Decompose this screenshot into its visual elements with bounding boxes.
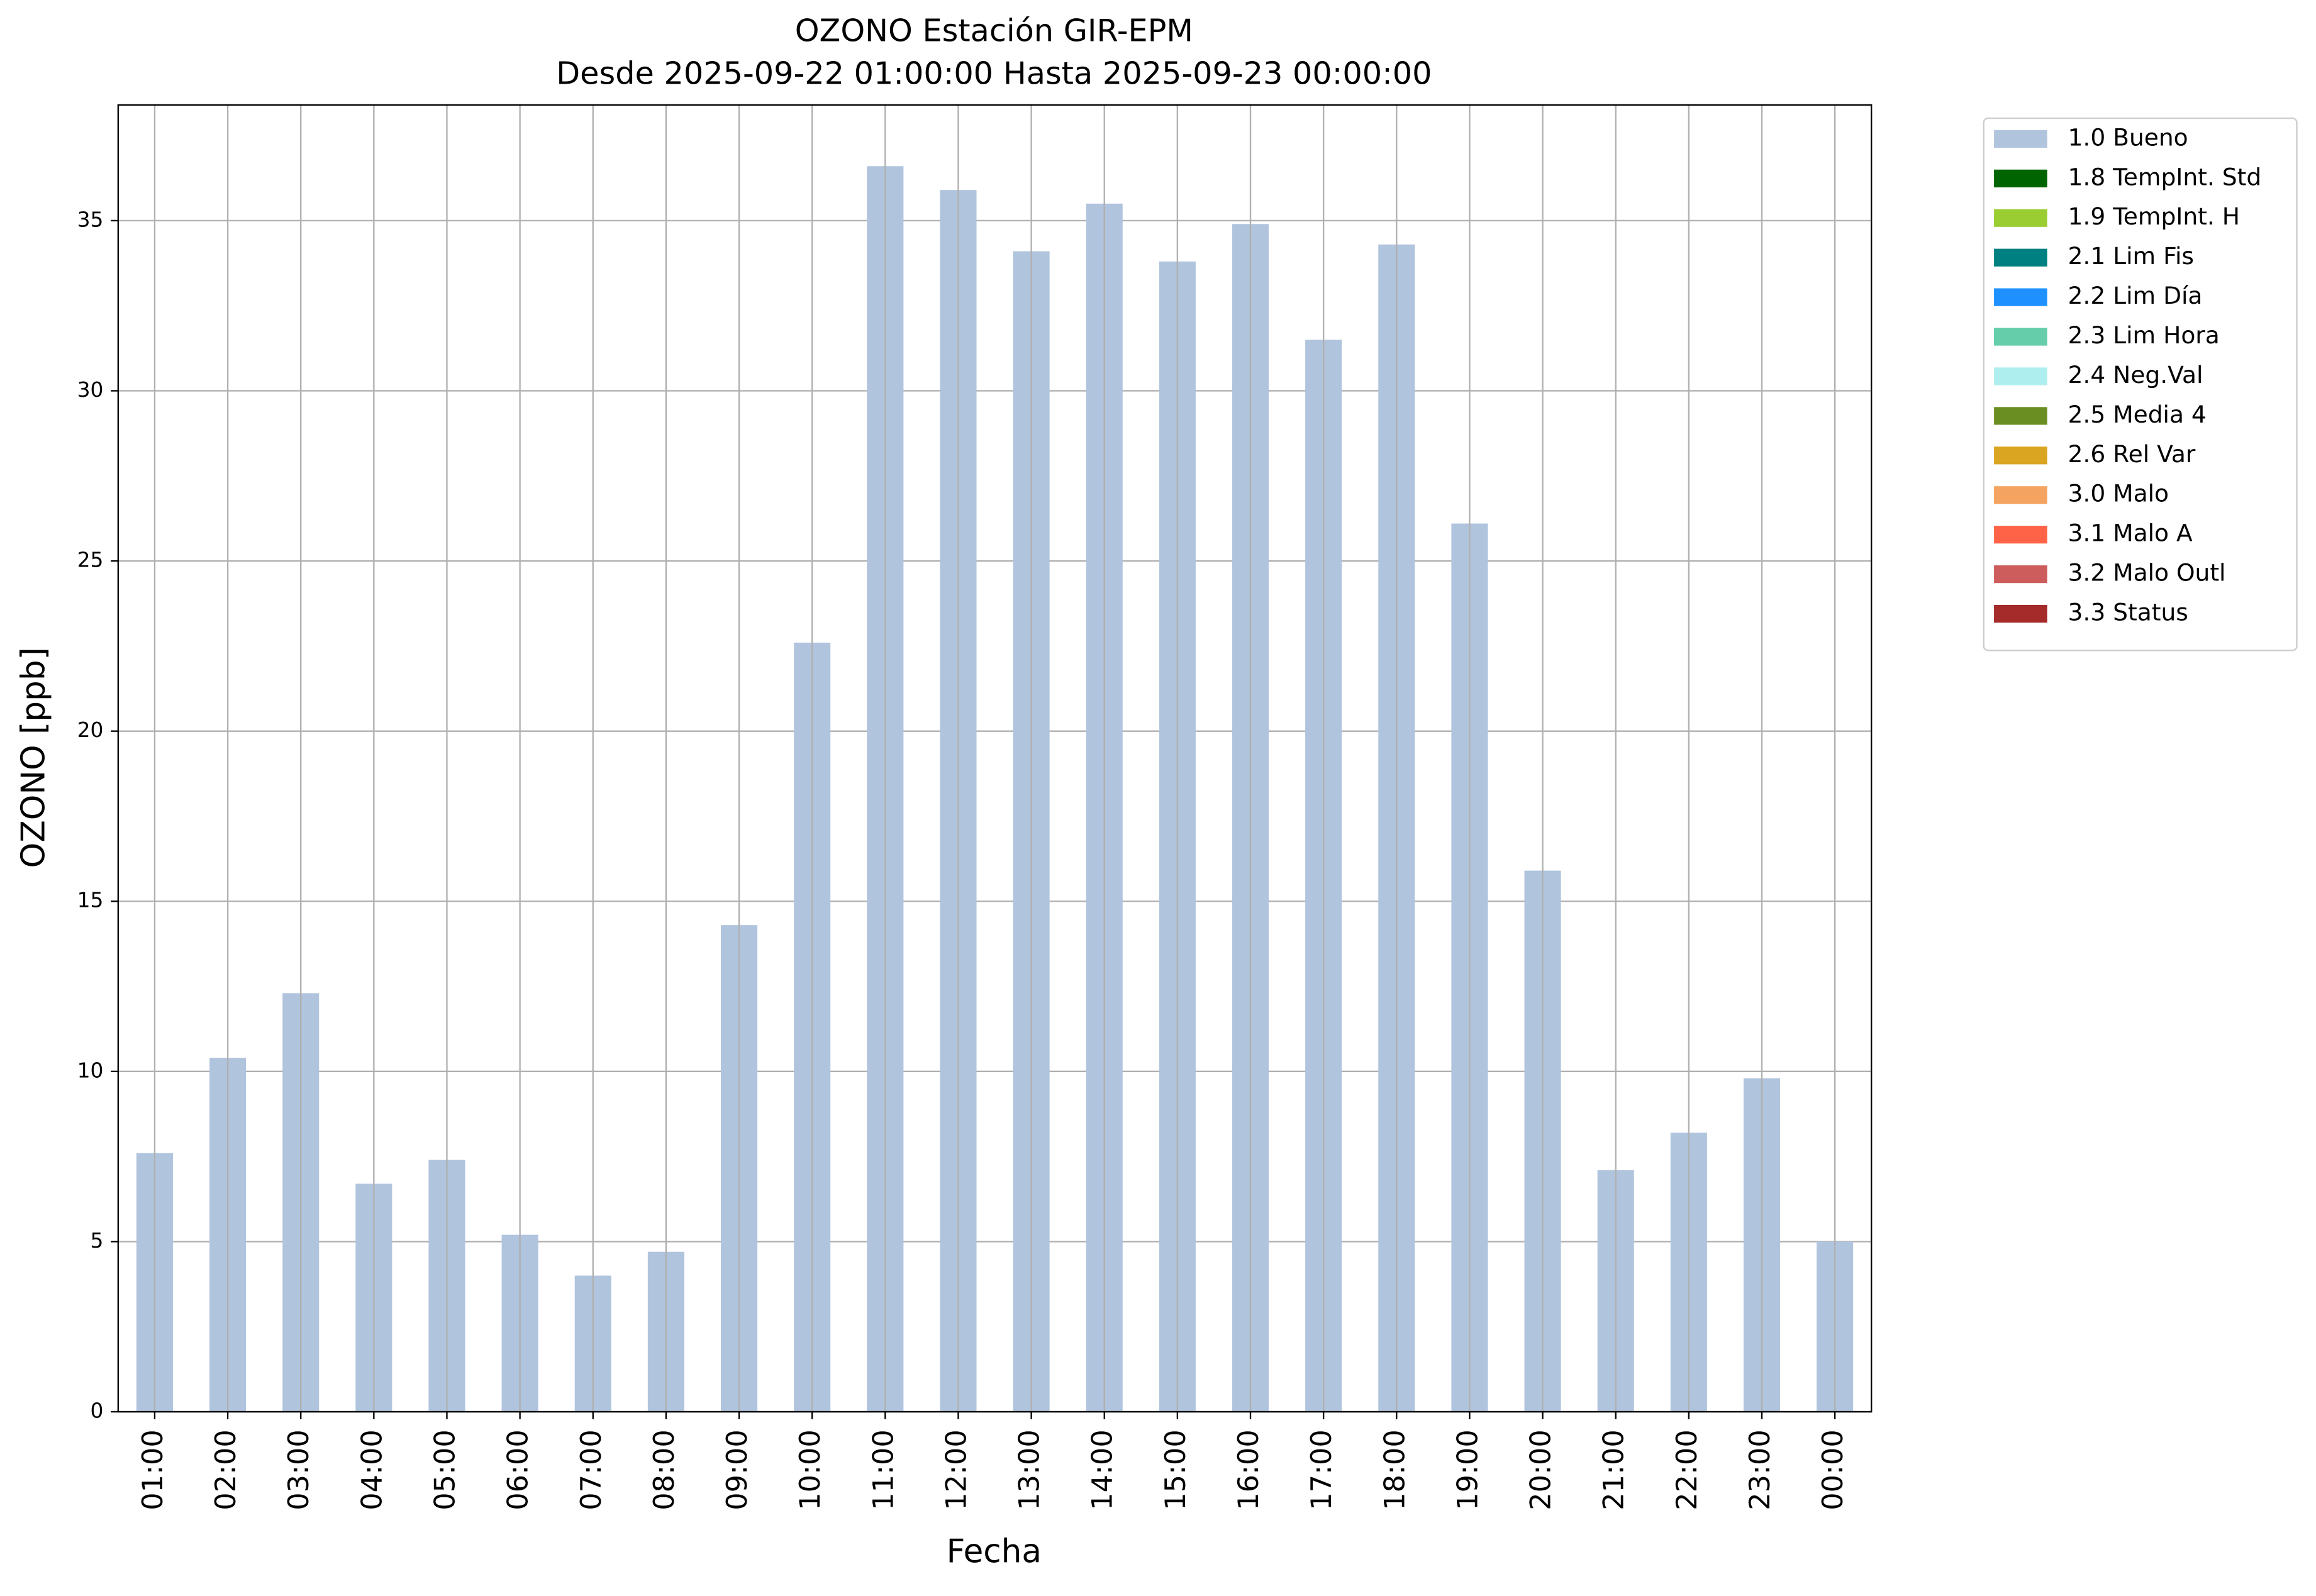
x-tick-label: 04:00 [355,1429,388,1510]
x-tick-label: 11:00 [867,1429,899,1510]
legend-label: 2.6 Rel Var [2068,440,2196,468]
legend-swatch [1994,130,2047,148]
x-tick-label: 05:00 [428,1429,461,1510]
x-tick-label: 13:00 [1013,1429,1046,1510]
legend-swatch [1994,565,2047,584]
x-tick-label: 06:00 [502,1429,535,1510]
x-tick-label: 03:00 [282,1429,315,1510]
x-tick-label: 14:00 [1086,1429,1119,1510]
x-tick-label: 18:00 [1378,1429,1411,1510]
x-tick-label: 15:00 [1159,1429,1192,1510]
legend-swatch [1994,367,2047,385]
x-tick-label: 02:00 [209,1429,242,1510]
y-tick-label: 15 [77,888,104,912]
legend-swatch [1994,288,2047,306]
x-axis-label: Fecha [947,1532,1042,1570]
legend-label: 1.8 TempInt. Std [2068,163,2262,191]
y-tick-label: 5 [90,1228,103,1253]
x-tick-label: 22:00 [1671,1429,1703,1510]
legend-label: 2.1 Lim Fis [2068,242,2194,270]
x-tick-label: 23:00 [1744,1429,1776,1510]
legend-label: 2.5 Media 4 [2068,401,2207,428]
legend-swatch [1994,486,2047,504]
legend-label: 3.0 Malo [2068,480,2169,507]
chart-title: OZONO Estación GIR-EPM [795,12,1193,48]
legend-label: 3.1 Malo A [2068,519,2193,547]
y-tick-label: 30 [77,377,104,402]
y-tick-label: 0 [90,1399,103,1423]
legend-swatch [1994,248,2047,267]
x-tick-label: 19:00 [1451,1429,1484,1510]
y-tick-label: 20 [77,718,104,742]
x-tick-label: 12:00 [940,1429,972,1510]
legend-label: 3.3 Status [2068,599,2188,626]
legend-swatch [1994,169,2047,187]
plot-frame [117,104,1873,1413]
legend-swatch [1994,328,2047,346]
legend-swatch [1994,526,2047,544]
y-axis-label: OZONO [ppb] [14,647,52,868]
legend-swatch [1994,446,2047,465]
chart-subtitle: Desde 2025-09-22 01:00:00 Hasta 2025-09-… [556,55,1432,91]
x-tick-label: 09:00 [721,1429,754,1510]
x-tick-label: 21:00 [1598,1429,1630,1510]
x-tick-label: 00:00 [1817,1429,1849,1510]
legend-label: 1.9 TempInt. H [2068,202,2241,230]
legend-label: 2.2 Lim Día [2068,282,2203,309]
legend-box [1983,117,2298,651]
legend-swatch [1994,407,2047,425]
x-tick-label: 20:00 [1525,1429,1557,1510]
legend-label: 2.3 Lim Hora [2068,321,2220,349]
x-tick-label: 01:00 [136,1429,169,1510]
y-tick-label: 35 [77,207,104,231]
y-tick-label: 25 [77,548,104,572]
x-tick-label: 07:00 [575,1429,608,1510]
y-tick-label: 10 [77,1058,104,1082]
legend-label: 3.2 Malo Outl [2068,559,2226,587]
legend-label: 1.0 Bueno [2068,123,2188,151]
legend-swatch [1994,209,2047,227]
x-tick-label: 08:00 [648,1429,681,1510]
x-tick-label: 16:00 [1232,1429,1265,1510]
legend-label: 2.4 Neg.Val [2068,361,2203,389]
legend-swatch [1994,604,2047,623]
x-tick-label: 17:00 [1305,1429,1338,1510]
x-tick-label: 10:00 [794,1429,827,1510]
